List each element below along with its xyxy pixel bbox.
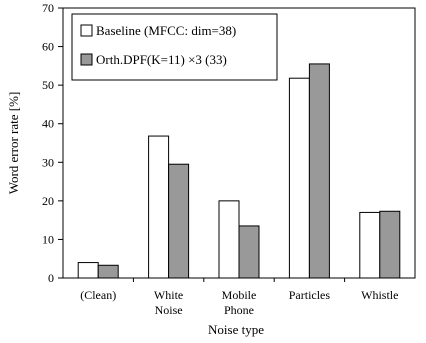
bar-baseline [77, 262, 99, 279]
x-tick-label: Mobile [222, 288, 257, 302]
x-tick-label: White [154, 288, 183, 302]
y-tick-label: 60 [42, 40, 54, 54]
y-tick-label: 10 [42, 232, 54, 246]
y-tick-label: 0 [48, 271, 54, 285]
bar-baseline [359, 211, 381, 279]
bar-baseline [148, 135, 170, 279]
bar-baseline [218, 200, 240, 279]
legend-label: Baseline (MFCC: dim=38) [96, 23, 236, 38]
x-tick-label: Noise [155, 303, 183, 317]
legend-box [71, 13, 278, 81]
y-tick-label: 20 [42, 194, 54, 208]
bar-baseline [288, 77, 310, 279]
x-tick-label: Phone [224, 303, 254, 317]
y-tick-label: 30 [42, 155, 54, 169]
x-axis-title: Noise type [208, 322, 264, 337]
y-tick-label: 40 [42, 117, 54, 131]
y-tick-label: 70 [42, 1, 54, 15]
x-tick-label: (Clean) [80, 288, 116, 302]
bar-orth-dpf [238, 225, 260, 279]
bar-orth-dpf [379, 210, 401, 279]
x-tick-label: Particles [289, 288, 331, 302]
bar-orth-dpf [168, 163, 190, 279]
bar-orth-dpf [308, 63, 330, 279]
x-tick-label: Whistle [361, 288, 398, 302]
y-axis-title: Word error rate [%] [6, 92, 21, 195]
legend-swatch [80, 24, 93, 37]
bar-orth-dpf [97, 264, 119, 279]
legend-swatch [80, 53, 93, 66]
y-tick-label: 50 [42, 78, 54, 92]
legend-label: Orth.DPF(K=11) ×3 (33) [96, 52, 227, 67]
